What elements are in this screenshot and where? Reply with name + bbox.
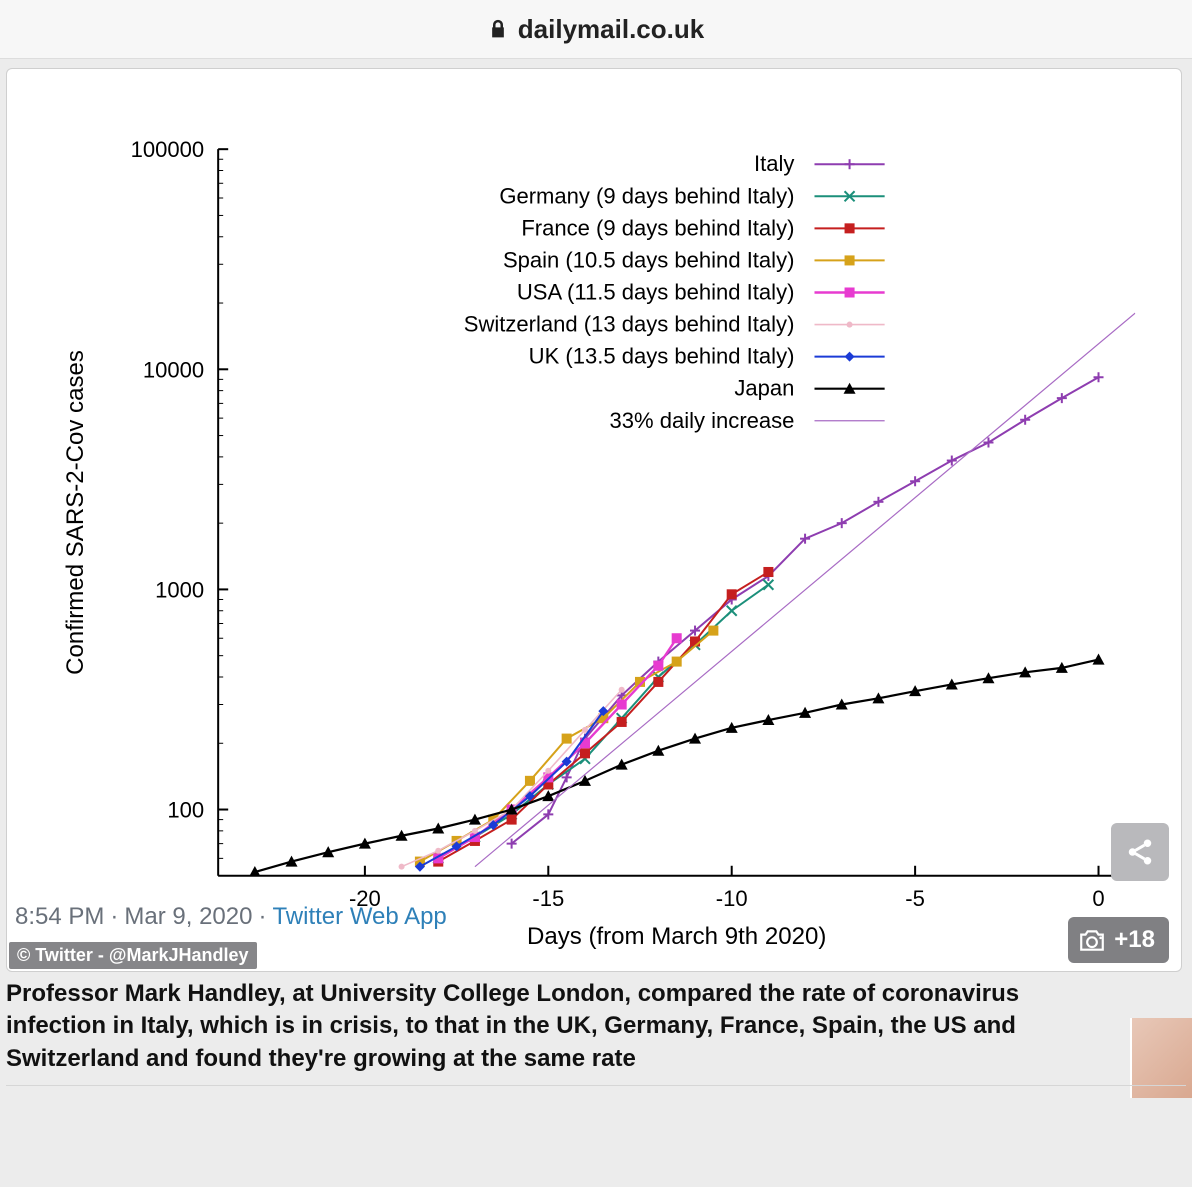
svg-text:Italy: Italy [754,151,794,176]
gallery-count-label: +18 [1114,926,1155,954]
tweet-source-link[interactable]: Twitter Web App [272,903,446,930]
svg-text:Germany (9 days behind Italy): Germany (9 days behind Italy) [499,183,794,208]
divider [6,1085,1186,1086]
svg-text:0: 0 [1092,886,1104,911]
svg-text:-15: -15 [532,886,564,911]
svg-text:100000: 100000 [131,137,205,162]
share-button[interactable] [1111,823,1169,881]
browser-url-bar: dailymail.co.uk [0,0,1192,59]
tweet-metadata: 8:54 PM·Mar 9, 2020·Twitter Web App [15,903,447,931]
svg-text:-10: -10 [716,886,748,911]
chart-container: 100100010000100000-20-15-10-50Days (from… [7,69,1181,971]
svg-text:UK (13.5 days behind Italy): UK (13.5 days behind Italy) [529,344,795,369]
svg-text:Switzerland (13 days behind It: Switzerland (13 days behind Italy) [464,312,795,337]
page-domain: dailymail.co.uk [518,14,704,45]
svg-text:Spain (10.5 days behind Italy): Spain (10.5 days behind Italy) [503,247,794,272]
tweet-card: 100100010000100000-20-15-10-50Days (from… [6,68,1182,972]
svg-text:Japan: Japan [734,376,794,401]
tweet-time: 8:54 PM [15,903,104,930]
svg-text:France (9 days behind Italy): France (9 days behind Italy) [521,215,794,240]
svg-text:USA (11.5 days behind Italy): USA (11.5 days behind Italy) [517,280,795,305]
cases-log-chart: 100100010000100000-20-15-10-50Days (from… [7,69,1181,971]
image-credit: © Twitter - @MarkJHandley [9,942,257,969]
svg-text:Confirmed SARS-2-Cov cases: Confirmed SARS-2-Cov cases [62,350,89,675]
svg-text:100: 100 [167,798,204,823]
share-icon [1125,837,1155,867]
tweet-date: Mar 9, 2020 [124,903,252,930]
svg-text:10000: 10000 [143,357,204,382]
gallery-count-button[interactable]: +18 [1068,917,1169,963]
article-caption: Professor Mark Handley, at University Co… [6,978,1102,1075]
svg-text:-5: -5 [905,886,925,911]
next-article-thumbnail[interactable] [1130,1018,1192,1098]
svg-text:1000: 1000 [155,577,204,602]
camera-icon [1078,928,1106,952]
svg-text:Days (from March 9th 2020): Days (from March 9th 2020) [527,923,826,950]
svg-text:33% daily increase: 33% daily increase [610,408,795,433]
lock-icon [488,18,508,40]
